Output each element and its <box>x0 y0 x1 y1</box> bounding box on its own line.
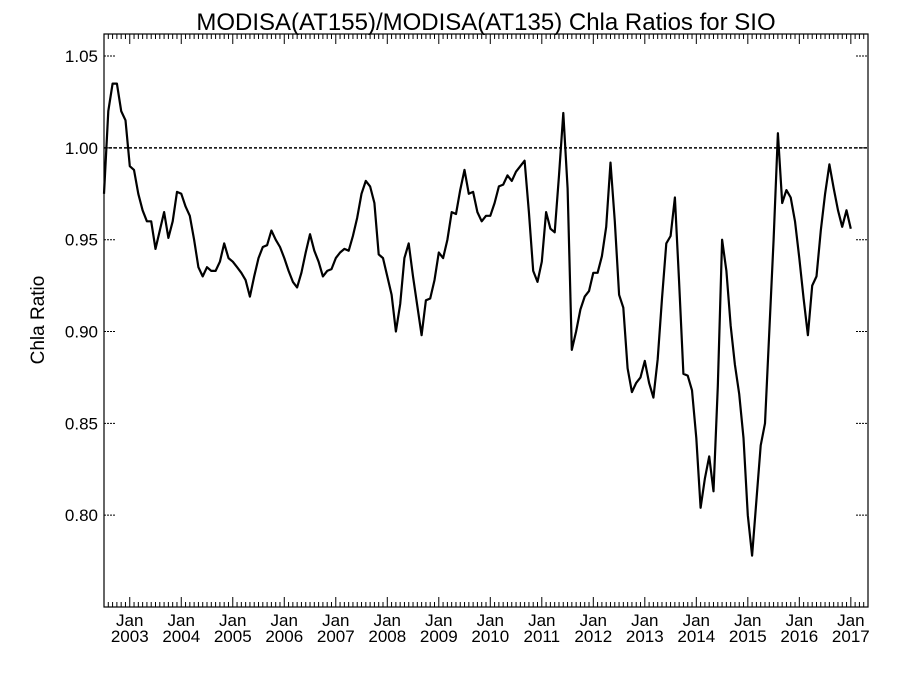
y-tick-label: 1.00 <box>65 139 98 158</box>
x-tick-year: 2008 <box>368 627 406 646</box>
x-tick-year: 2015 <box>729 627 767 646</box>
x-tick-year: 2007 <box>317 627 355 646</box>
x-tick-month: Jan <box>528 611 555 630</box>
x-tick-year: 2012 <box>574 627 612 646</box>
x-tick-month: Jan <box>837 611 864 630</box>
series-line <box>102 82 852 557</box>
x-tick-year: 2009 <box>420 627 458 646</box>
axis-layer: 0.800.850.900.951.001.05Jan2003Jan2004Ja… <box>65 33 870 646</box>
x-tick-month: Jan <box>219 611 246 630</box>
x-tick-month: Jan <box>168 611 195 630</box>
x-tick-month: Jan <box>374 611 401 630</box>
x-tick-month: Jan <box>425 611 452 630</box>
y-axis-label: Chla Ratio <box>28 276 49 365</box>
x-tick-year: 2011 <box>524 627 561 646</box>
x-tick-year: 2010 <box>471 627 509 646</box>
x-tick-year: 2004 <box>162 627 200 646</box>
x-tick-year: 2014 <box>677 627 715 646</box>
plot-frame <box>103 33 869 608</box>
series-layer <box>102 82 852 557</box>
x-tick-month: Jan <box>683 611 710 630</box>
y-tick-label: 1.05 <box>65 47 98 66</box>
x-tick-month: Jan <box>786 611 813 630</box>
x-tick-year: 2005 <box>214 627 252 646</box>
x-tick-year: 2016 <box>780 627 818 646</box>
x-tick-month: Jan <box>271 611 298 630</box>
x-tick-year: 2006 <box>265 627 303 646</box>
y-tick-label: 0.80 <box>65 506 98 525</box>
y-tick-label: 0.85 <box>65 414 98 433</box>
x-tick-month: Jan <box>734 611 761 630</box>
x-tick-month: Jan <box>580 611 607 630</box>
chart-title: MODISA(AT155)/MODISA(AT135) Chla Ratios … <box>196 9 775 36</box>
x-tick-month: Jan <box>116 611 143 630</box>
x-tick-year: 2003 <box>111 627 149 646</box>
x-tick-month: Jan <box>631 611 658 630</box>
y-tick-label: 0.95 <box>65 231 98 250</box>
x-tick-year: 2013 <box>626 627 664 646</box>
y-tick-label: 0.90 <box>65 323 98 342</box>
x-tick-year: 2017 <box>832 627 870 646</box>
x-tick-month: Jan <box>322 611 349 630</box>
x-tick-month: Jan <box>477 611 504 630</box>
